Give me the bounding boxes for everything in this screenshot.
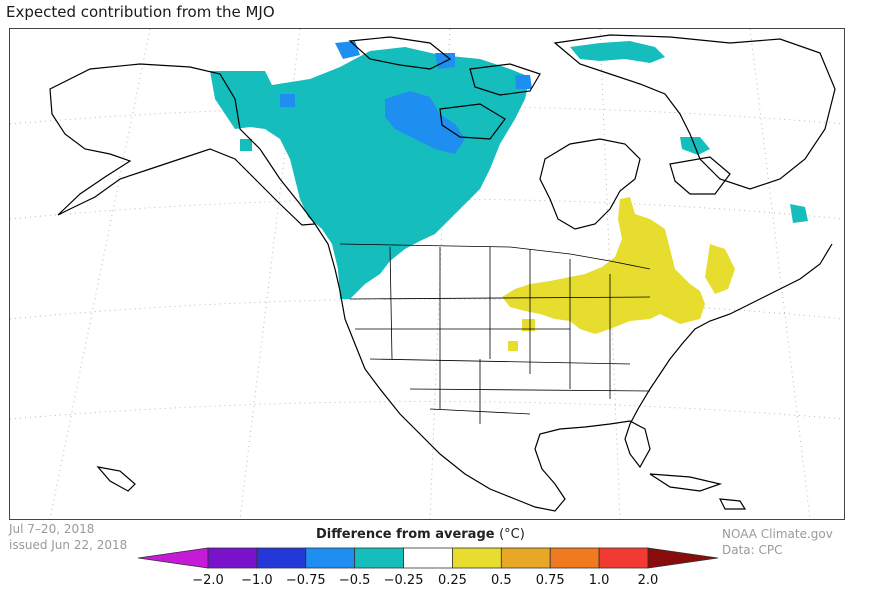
cool-anomaly-region xyxy=(210,41,808,299)
legend-swatch xyxy=(354,547,404,569)
legend-tick-label: −1.0 xyxy=(241,573,273,588)
legend-swatch xyxy=(500,547,551,569)
source-credit: NOAA Climate.gov xyxy=(722,527,833,541)
legend-tick-label: −0.75 xyxy=(285,573,326,588)
legend-tick-label: −0.25 xyxy=(383,573,424,588)
legend-tick-label: 1.0 xyxy=(588,573,610,588)
legend-swatch xyxy=(305,547,356,569)
warm-anomaly-region xyxy=(502,197,735,351)
legend-swatch xyxy=(403,547,453,569)
legend-swatch xyxy=(549,547,600,569)
legend-tick-label: 0.25 xyxy=(437,573,467,588)
legend-swatch xyxy=(598,547,649,569)
map-title: Expected contribution from the MJO xyxy=(6,3,275,21)
legend-swatch-high xyxy=(647,547,718,569)
legend-swatch xyxy=(207,547,258,569)
data-credit: Data: CPC xyxy=(722,543,783,557)
legend-title-text: Difference from average xyxy=(316,527,495,542)
anomaly-map xyxy=(9,28,845,520)
legend-tick-label: −2.0 xyxy=(192,573,224,588)
date-range-label: Jul 7–20, 2018 xyxy=(9,522,95,536)
legend-tick-label: −0.5 xyxy=(338,573,371,588)
boundaries xyxy=(339,243,651,424)
legend-tick-label: 0.5 xyxy=(490,573,512,588)
coastlines xyxy=(49,34,836,512)
legend-swatch xyxy=(452,547,502,569)
legend-unit: (°C) xyxy=(499,527,525,542)
color-legend-bar xyxy=(138,546,718,570)
legend-swatch-low xyxy=(138,547,209,569)
legend-tick-label: 0.75 xyxy=(535,573,565,588)
issued-date-label: issued Jun 22, 2018 xyxy=(9,538,128,552)
legend-tick-label: 2.0 xyxy=(637,573,659,588)
legend-title: Difference from average (°C) xyxy=(316,527,525,542)
legend-swatch xyxy=(256,547,307,569)
